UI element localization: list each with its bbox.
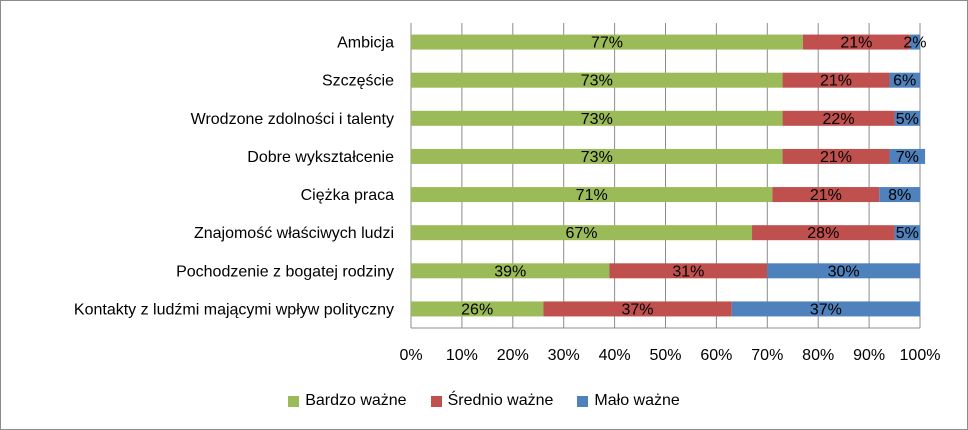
data-label-srednio-wazne: 21% <box>820 73 852 90</box>
x-tick-label: 30% <box>548 347 580 364</box>
legend-label-malo-wazne: Mało ważne <box>594 392 680 409</box>
data-label-malo-wazne: 37% <box>810 301 842 318</box>
category-label-ambicja: Ambicja <box>337 35 394 52</box>
data-label-malo-wazne: 5% <box>896 225 919 242</box>
category-label-wrodzone-zdolnosci-i-talenty: Wrodzone zdolności i talenty <box>191 111 394 128</box>
data-label-bardzo-wazne: 71% <box>576 187 608 204</box>
x-tick-label: 0% <box>399 347 422 364</box>
data-label-bardzo-wazne: 73% <box>581 111 613 128</box>
bar-srednio-wazne <box>609 263 768 279</box>
legend-item-srednio-wazne: Średnio ważne <box>430 392 554 410</box>
legend: Bardzo ważne Średnio ważne Mało ważne <box>0 392 968 410</box>
bar-malo-wazne <box>889 148 926 164</box>
bar-malo-wazne <box>879 187 920 203</box>
data-label-malo-wazne: 5% <box>896 111 919 128</box>
bar-srednio-wazne <box>752 225 895 241</box>
x-tick-label: 100% <box>900 347 941 364</box>
x-tick-label: 60% <box>700 347 732 364</box>
bar-srednio-wazne <box>772 187 880 203</box>
x-tick-label: 70% <box>751 347 783 364</box>
bar-bardzo-wazne <box>411 225 753 241</box>
x-tick-label: 40% <box>599 347 631 364</box>
data-label-bardzo-wazne: 26% <box>461 301 493 318</box>
data-label-bardzo-wazne: 77% <box>591 35 623 52</box>
legend-swatch-srednio-wazne <box>430 395 442 407</box>
legend-label-bardzo-wazne: Bardzo ważne <box>305 392 407 409</box>
category-label-znajomosc-wlasciwych-ludzi: Znajomość właściwych ludzi <box>194 225 394 242</box>
x-tick-label: 80% <box>802 347 834 364</box>
data-label-malo-wazne: 2% <box>903 35 926 52</box>
data-label-malo-wazne: 8% <box>888 187 911 204</box>
category-label-kontakty-z-ludzmi-majacymi-wplyw-polityczny: Kontakty z ludźmi mającymi wpływ polityc… <box>74 301 394 318</box>
data-label-bardzo-wazne: 73% <box>581 149 613 166</box>
legend-swatch-malo-wazne <box>577 395 589 407</box>
bar-malo-wazne <box>909 34 920 50</box>
legend-item-bardzo-wazne: Bardzo ważne <box>288 392 407 410</box>
legend-swatch-bardzo-wazne <box>288 395 300 407</box>
bar-srednio-wazne <box>802 34 910 50</box>
data-label-malo-wazne: 6% <box>893 73 916 90</box>
bar-bardzo-wazne <box>411 263 610 279</box>
x-tick-label: 90% <box>853 347 885 364</box>
data-label-malo-wazne: 7% <box>896 149 919 166</box>
bar-malo-wazne <box>894 110 920 126</box>
data-label-bardzo-wazne: 67% <box>565 225 597 242</box>
data-label-srednio-wazne: 28% <box>807 225 839 242</box>
legend-label-srednio-wazne: Średnio ważne <box>447 392 554 409</box>
x-tick-label: 10% <box>446 347 478 364</box>
bar-bardzo-wazne <box>411 148 783 164</box>
data-label-srednio-wazne: 21% <box>810 187 842 204</box>
data-label-srednio-wazne: 21% <box>840 35 872 52</box>
category-label-szczescie: Szczęście <box>322 73 394 90</box>
bar-srednio-wazne <box>782 110 895 126</box>
bar-malo-wazne <box>894 225 920 241</box>
data-label-srednio-wazne: 22% <box>823 111 855 128</box>
bar-malo-wazne <box>731 301 920 317</box>
bar-malo-wazne <box>767 263 920 279</box>
bar-bardzo-wazne <box>411 110 783 126</box>
data-label-malo-wazne: 30% <box>828 263 860 280</box>
stacked-bar-chart: 0% 10% 20% 30% 40% 50% 60% 70% 80% 90% 100% Ambicja… <box>74 23 941 364</box>
bar-bardzo-wazne <box>411 34 803 50</box>
data-label-bardzo-wazne: 39% <box>494 263 526 280</box>
category-label-dobre-wyksztalcenie: Dobre wykształcenie <box>247 149 394 166</box>
bar-srednio-wazne <box>782 148 890 164</box>
data-label-srednio-wazne: 37% <box>621 301 653 318</box>
bar-srednio-wazne <box>782 72 890 88</box>
bar-srednio-wazne <box>543 301 732 317</box>
category-label-pochodzenie-z-bogatej-rodziny: Pochodzenie z bogatej rodziny <box>176 263 394 280</box>
category-label-ciezka-praca: Ciężka praca <box>301 187 394 204</box>
bar-bardzo-wazne <box>411 187 773 203</box>
bar-malo-wazne <box>889 72 920 88</box>
data-label-bardzo-wazne: 73% <box>581 73 613 90</box>
data-label-srednio-wazne: 21% <box>820 149 852 166</box>
data-label-srednio-wazne: 31% <box>672 263 704 280</box>
x-tick-label: 20% <box>497 347 529 364</box>
x-tick-label: 50% <box>649 347 681 364</box>
bar-bardzo-wazne <box>411 72 783 88</box>
legend-item-malo-wazne: Mało ważne <box>577 392 680 410</box>
bar-bardzo-wazne <box>411 301 544 317</box>
